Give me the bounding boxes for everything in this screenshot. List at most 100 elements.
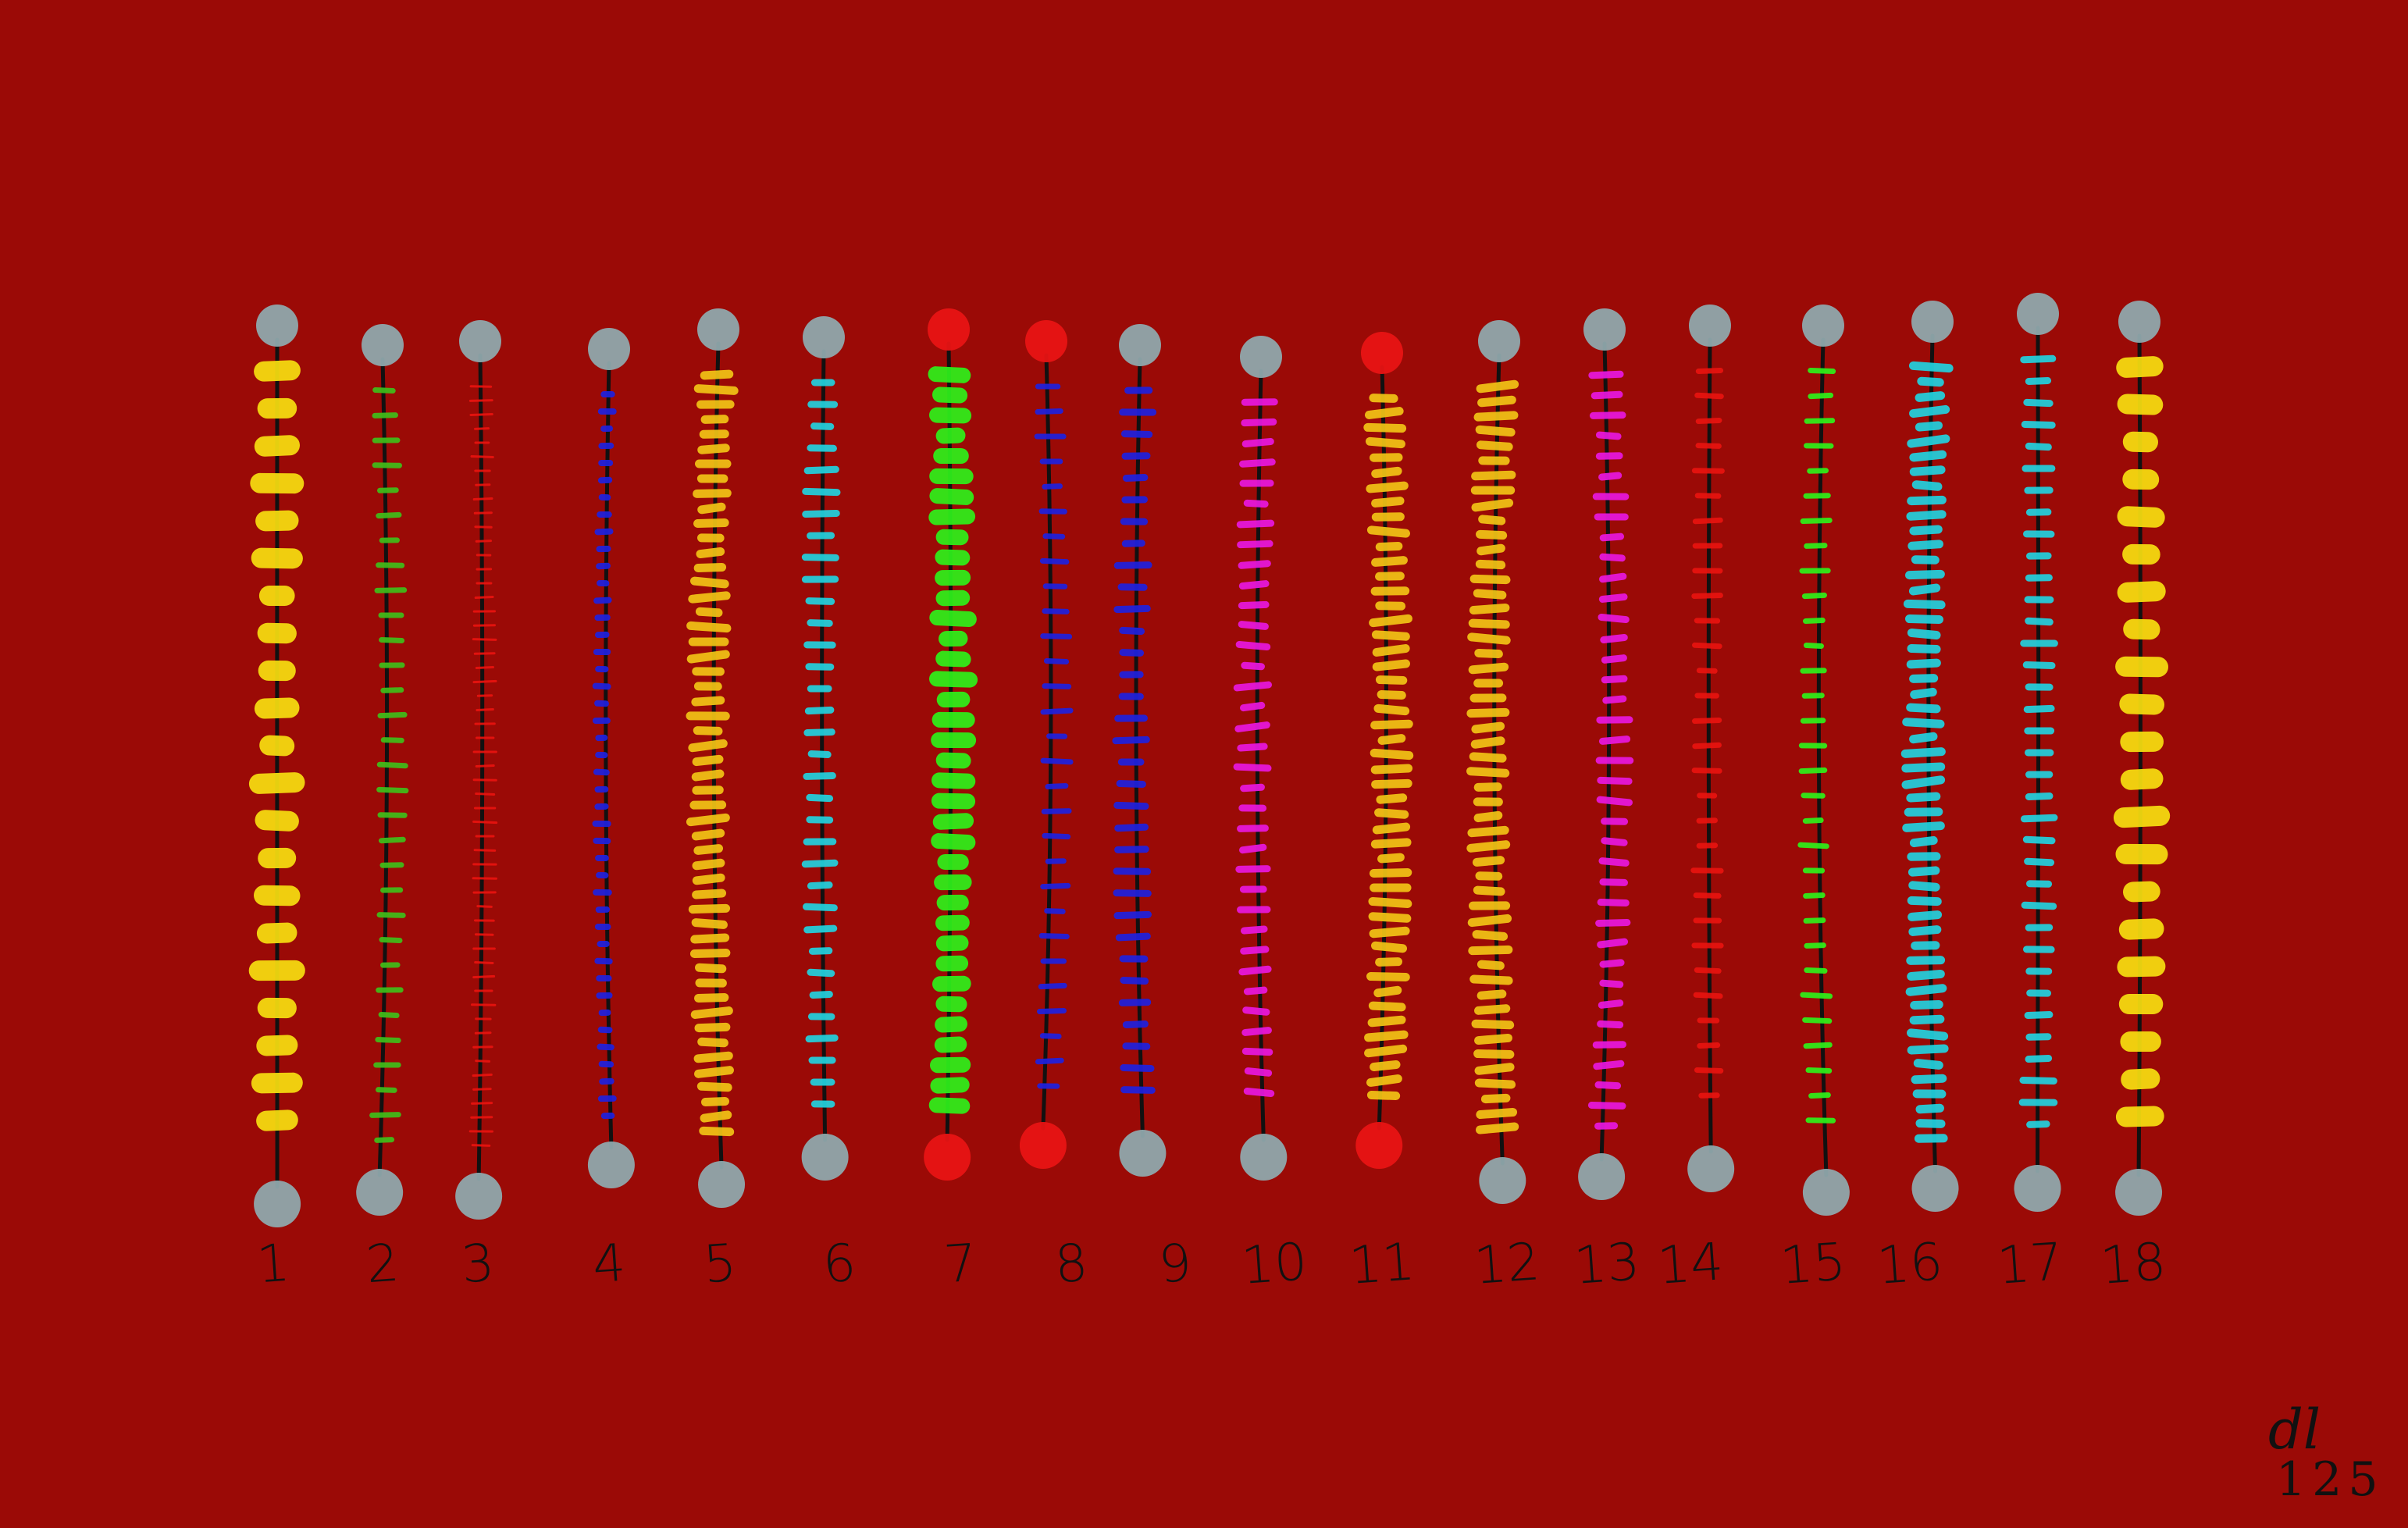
strand-spine — [1816, 337, 1829, 1177]
strand-bottom-bead — [1479, 1157, 1526, 1204]
strand-mark — [935, 752, 971, 769]
strand-mark — [807, 401, 839, 408]
strand-mark — [1599, 959, 1625, 968]
strand-mark — [691, 828, 725, 841]
strand-spine — [1377, 365, 1388, 1131]
strand-mark — [1473, 782, 1502, 792]
strand-mark — [803, 838, 837, 846]
strand-top-bead — [256, 305, 298, 347]
strand-mark — [806, 793, 834, 803]
strand-mark — [1377, 853, 1405, 864]
strand-mark — [1692, 543, 1723, 549]
strand-mark — [595, 734, 608, 742]
strand-mark — [935, 650, 971, 668]
strand-mark — [1692, 568, 1723, 574]
strand-mark — [1373, 703, 1410, 716]
strand-mark — [2024, 596, 2054, 604]
strand-mark — [1475, 1122, 1519, 1134]
strand-mark — [934, 874, 972, 891]
strand-mark — [1037, 1007, 1067, 1015]
strand-mark — [377, 812, 408, 818]
strand-mark — [1122, 1042, 1151, 1050]
strand-mark — [1599, 979, 1624, 988]
strand-mark — [697, 1037, 728, 1048]
strand-mark — [691, 918, 728, 929]
strand-mark — [1371, 512, 1405, 522]
strand-mark — [1119, 408, 1157, 416]
strand-mark — [1375, 675, 1408, 685]
strand-mark — [1121, 496, 1148, 504]
strand-mark — [935, 935, 969, 952]
strand-top-bead — [1240, 336, 1282, 378]
strand-mark — [597, 940, 610, 948]
strand-mark — [1113, 604, 1151, 614]
strand-mark — [375, 1036, 401, 1044]
strand-mark — [1798, 767, 1828, 775]
strand-mark — [597, 1095, 617, 1102]
strand-mark — [1366, 1091, 1401, 1100]
strand-mark — [1042, 533, 1066, 540]
strand-number-9: 9 — [1156, 1232, 1194, 1295]
strand-mark — [1911, 941, 1940, 950]
strand-mark — [1909, 835, 1938, 848]
strand-bottom-bead — [356, 1169, 404, 1216]
strand-mark — [474, 807, 497, 810]
strand-mark — [1478, 515, 1506, 525]
strand-mark — [474, 441, 490, 444]
strand-mark — [475, 792, 496, 796]
strand-mark — [471, 1144, 491, 1147]
strand-mark — [2024, 1011, 2054, 1019]
strand-mark — [931, 772, 976, 789]
strand-number-16: 16 — [1875, 1231, 1945, 1296]
strand-mark — [250, 472, 305, 494]
strand-mark — [1237, 540, 1273, 549]
strand-mark — [1907, 969, 1945, 981]
strand-mark — [1235, 640, 1271, 651]
strand-mark — [1372, 659, 1410, 671]
strand-mark — [1803, 1042, 1833, 1049]
strand-mark — [1907, 896, 1942, 906]
strand-mark — [1040, 633, 1073, 639]
strand-bottom-bead — [1687, 1145, 1735, 1192]
strand-mark — [2118, 918, 2164, 940]
strand-mark — [694, 1066, 734, 1078]
strand-mark — [801, 575, 839, 583]
strand-mark — [934, 1036, 967, 1053]
strand-9 — [1112, 324, 1167, 1177]
strand-mark — [1119, 626, 1145, 636]
strand-mark — [697, 443, 730, 454]
strand-mark — [1693, 992, 1723, 999]
strand-mark — [1045, 858, 1067, 864]
strand-mark — [1473, 810, 1503, 823]
strand-top-bead — [1478, 320, 1520, 362]
strand-mark — [1917, 376, 1944, 387]
strand-mark — [473, 511, 493, 515]
strand-number-17: 17 — [1995, 1231, 2065, 1296]
strand-mark — [1239, 885, 1267, 893]
strand-mark — [805, 663, 835, 671]
strand-mark — [596, 974, 612, 982]
strand-mark — [595, 854, 609, 862]
strand-mark — [472, 1073, 493, 1077]
strand-mark — [1805, 1067, 1833, 1074]
strand-mark — [1803, 917, 1826, 924]
strand-number-6: 6 — [821, 1232, 858, 1295]
strand-mark — [1595, 452, 1623, 460]
strand-mark — [696, 1081, 732, 1092]
strand-mark — [474, 469, 491, 472]
strand-mark — [1477, 543, 1505, 556]
strand-mark — [1473, 797, 1503, 807]
strand-mark — [2025, 1033, 2052, 1041]
strand-mark — [594, 785, 609, 793]
strand-mark — [1690, 867, 1724, 874]
strand-mark — [475, 764, 495, 768]
strand-mark — [1602, 695, 1627, 704]
strand-mark — [475, 483, 491, 486]
strand-mark — [472, 750, 497, 753]
strand-mark — [1118, 693, 1144, 700]
strand-mark — [472, 877, 497, 880]
strand-18 — [2113, 301, 2171, 1216]
strand-mark — [2020, 639, 2058, 647]
strand-mark — [1241, 398, 1278, 406]
strand-mark — [1915, 421, 1943, 432]
